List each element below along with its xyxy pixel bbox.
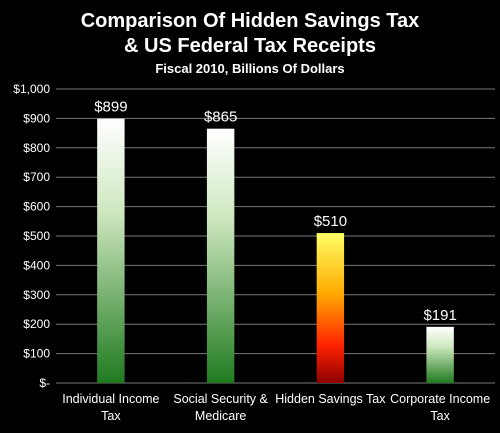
y-tick-label: $1,000 [13, 82, 50, 96]
data-label: $865 [204, 109, 237, 126]
y-tick-label: $600 [23, 200, 50, 214]
data-label: $191 [423, 307, 456, 324]
y-tick-label: $800 [23, 141, 50, 155]
chart-title-line-2: & US Federal Tax Receipts [124, 35, 376, 57]
y-tick-label: $300 [23, 288, 50, 302]
x-axis-labels: Individual Income Tax Social Security & Med… [62, 392, 490, 423]
y-tick-label: $- [39, 376, 50, 390]
bar [206, 128, 235, 383]
y-tick-label: $900 [23, 111, 50, 125]
data-label: $899 [94, 99, 127, 116]
x-category-label: Corporate Income [390, 392, 490, 406]
chart-subtitle: Fiscal 2010, Billions Of Dollars [155, 61, 344, 76]
y-tick-label: $700 [23, 170, 50, 184]
gridlines [56, 88, 495, 384]
chart-title-line-1: Comparison Of Hidden Savings Tax [81, 10, 420, 32]
x-category-label: Individual Income [62, 392, 159, 406]
y-axis-ticks: $- $100 $200 $300 $400 $500 $600 $700 $800 $900 $1… [13, 82, 50, 390]
x-category-label: Tax [101, 409, 121, 423]
x-category-label: Social Security & [173, 392, 268, 406]
y-tick-label: $400 [23, 258, 50, 272]
y-tick-label: $100 [23, 347, 50, 361]
x-category-label: Medicare [195, 409, 246, 423]
bars [97, 118, 454, 383]
y-tick-label: $500 [23, 229, 50, 243]
x-category-label: Tax [430, 409, 450, 423]
y-tick-label: $200 [23, 317, 50, 331]
data-labels: $899 $865 $510 $191 [94, 99, 457, 324]
bar [316, 233, 345, 383]
bar [97, 118, 125, 383]
data-label: $510 [314, 213, 347, 230]
x-category-label: Hidden Savings Tax [275, 392, 386, 406]
bar [426, 326, 454, 383]
